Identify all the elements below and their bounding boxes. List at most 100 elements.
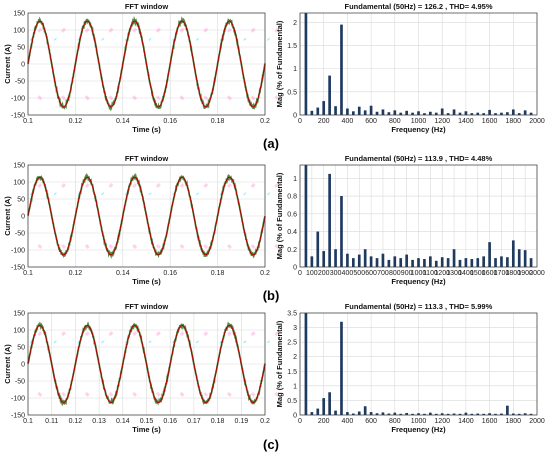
bar: [328, 173, 331, 267]
x-tick-label: 1200: [434, 118, 450, 125]
bar: [351, 258, 355, 267]
fft-window-mark: [101, 37, 105, 41]
bar: [393, 256, 397, 267]
y-tick-label: -100: [11, 96, 25, 103]
bar: [375, 258, 379, 267]
y-tick-label: 0.6: [287, 211, 297, 218]
x-tick-label: 0.12: [69, 418, 83, 425]
x-tick-label: 600: [365, 118, 377, 125]
bar: [375, 413, 379, 415]
y-tick-label: 0: [21, 214, 25, 221]
bar: [357, 411, 361, 415]
plot-frame: [299, 164, 538, 268]
y-tick-label: 100: [13, 180, 25, 187]
fft-window-mark: [84, 27, 90, 33]
bar: [506, 405, 509, 415]
bar: [446, 258, 450, 267]
fft-window-mark: [179, 331, 185, 337]
bar: [340, 196, 343, 267]
fft-window-mark: [195, 192, 199, 196]
x-axis-label: Frequency (Hz): [391, 125, 446, 134]
fft-window-mark: [37, 391, 43, 397]
x-tick-label: 1400: [458, 270, 474, 277]
bar: [369, 256, 373, 267]
bar: [351, 111, 355, 115]
fft-window-mark: [132, 243, 138, 249]
y-tick-label: 3.5: [287, 311, 297, 318]
bar: [316, 231, 320, 267]
fft-window-mark: [179, 243, 185, 249]
bar: [429, 256, 432, 267]
fft-window-mark: [226, 331, 232, 337]
fft-window-mark: [53, 37, 57, 41]
fft-window-mark: [84, 391, 90, 397]
bar: [470, 413, 474, 415]
bar: [340, 24, 343, 116]
x-tick-label: 0.14: [116, 118, 130, 125]
plot-frame: [299, 12, 538, 116]
x-tick-label: 0.16: [163, 270, 177, 277]
bar: [440, 413, 444, 415]
chart-title: FFT window: [125, 2, 168, 11]
fft-window-mark: [243, 37, 247, 41]
bar: [375, 111, 379, 115]
x-tick-label: 0.2: [260, 270, 270, 277]
bar: [310, 412, 314, 415]
y-tick-label: 50: [17, 197, 25, 204]
x-tick-label: 200: [318, 270, 330, 277]
bar: [488, 413, 491, 415]
fft-window-mark: [203, 27, 209, 33]
fft-window-mark: [155, 95, 161, 101]
y-tick-label: 150: [13, 163, 25, 170]
bar: [476, 258, 480, 267]
bar: [529, 112, 533, 115]
fft-window-mark: [226, 183, 232, 189]
fft-window-mark: [226, 95, 232, 101]
x-tick-label: 1000: [411, 270, 427, 277]
x-tick-label: 0: [298, 270, 302, 277]
fft-window-mark: [84, 331, 90, 337]
x-tick-label: 0: [298, 118, 302, 125]
fft-window-mark: [37, 95, 43, 101]
fft-window-mark: [179, 391, 185, 397]
bar: [423, 413, 426, 415]
fft-window-mark: [148, 192, 152, 196]
x-tick-label: 1400: [458, 118, 474, 125]
fft-window-mark: [108, 391, 114, 397]
bar: [399, 413, 403, 415]
fft-window-mark: [101, 340, 105, 344]
y-tick-label: 0: [293, 113, 297, 120]
bar: [434, 413, 438, 415]
bar: [322, 101, 326, 115]
bar: [429, 412, 432, 415]
fft-window-mark: [155, 331, 161, 337]
fft-window-mark: [274, 183, 280, 189]
bar: [381, 253, 385, 267]
fft-window-mark: [148, 37, 152, 41]
panel-label-a: (a): [263, 136, 279, 151]
bar: [434, 260, 438, 267]
bar: [399, 258, 403, 267]
x-tick-label: 0.18: [211, 418, 225, 425]
x-tick-label: 300: [330, 270, 342, 277]
x-tick-label: 1800: [506, 418, 522, 425]
bar: [464, 412, 468, 415]
series-line: [27, 324, 266, 404]
y-tick-label: 1.5: [287, 43, 297, 50]
fft-window-mark: [108, 27, 114, 33]
x-tick-label: 0.17: [187, 418, 201, 425]
fft-window-mark: [274, 391, 280, 397]
fft-window-mark: [179, 183, 185, 189]
panel-label-b: (b): [263, 288, 280, 303]
x-tick-label: 0.15: [140, 418, 154, 425]
bar: [494, 413, 497, 415]
fft-window-mark: [250, 391, 256, 397]
y-tick-label: -50: [15, 231, 25, 238]
panel-labels: (a) (b) (c): [263, 136, 280, 452]
x-tick-label: 400: [342, 118, 354, 125]
fft-window-mark: [155, 391, 161, 397]
x-tick-label: 0.18: [211, 270, 225, 277]
y-axis-label: Current (A): [3, 344, 12, 384]
y-tick-label: 150: [13, 11, 25, 18]
chart-6-bar: 0 200 400 600 800 1000 1200 1400 1600 1800 2000 0 0.…: [275, 302, 545, 434]
